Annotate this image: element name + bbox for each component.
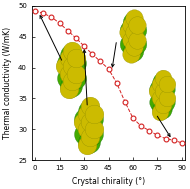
Circle shape	[64, 43, 78, 98]
Circle shape	[126, 11, 140, 63]
Circle shape	[82, 98, 96, 154]
Circle shape	[156, 71, 169, 120]
Y-axis label: Thermal conductivity (W/mK): Thermal conductivity (W/mK)	[3, 27, 13, 139]
X-axis label: Crystal chirality (°): Crystal chirality (°)	[72, 177, 145, 186]
